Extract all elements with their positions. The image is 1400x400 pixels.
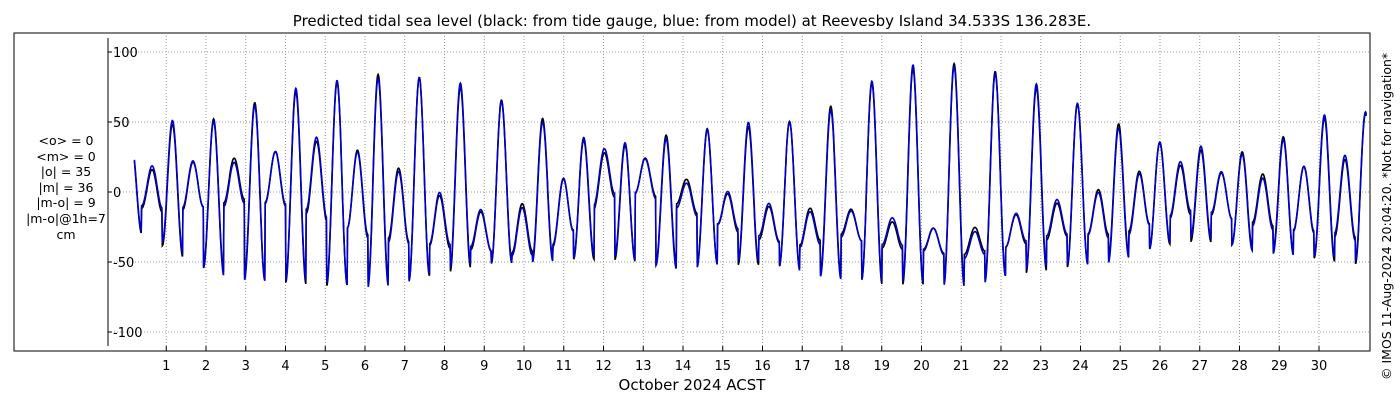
x-axis-label: October 2024 ACST bbox=[619, 376, 767, 394]
y-tick-label: 100 bbox=[113, 46, 138, 61]
x-tick-label: 5 bbox=[321, 359, 329, 374]
x-tick-label: 9 bbox=[480, 359, 488, 374]
x-tick-label: 3 bbox=[242, 359, 250, 374]
x-tick-label: 14 bbox=[675, 359, 692, 374]
x-tick-label: 11 bbox=[555, 359, 572, 374]
x-tick-label: 23 bbox=[1032, 359, 1049, 374]
y-tick-label: 0 bbox=[113, 186, 121, 201]
x-tick-label: 29 bbox=[1271, 359, 1288, 374]
grid-lines bbox=[108, 33, 1370, 351]
x-tick-label: 20 bbox=[913, 359, 930, 374]
series-line-gauge bbox=[133, 61, 1368, 286]
x-tick-label: 27 bbox=[1191, 359, 1208, 374]
x-tick-label: 16 bbox=[754, 359, 771, 374]
stat-abs-obs: |o| = 35 bbox=[40, 164, 92, 180]
series-line-model bbox=[133, 64, 1368, 287]
x-tick-label: 12 bbox=[595, 359, 612, 374]
stat-units: cm bbox=[56, 226, 76, 242]
y-tick-label: -100 bbox=[113, 326, 143, 341]
x-tick-label: 21 bbox=[953, 359, 970, 374]
x-tick-label: 4 bbox=[281, 359, 289, 374]
x-tick-label: 2 bbox=[202, 359, 210, 374]
x-tick-label: 28 bbox=[1231, 359, 1248, 374]
stat-abs-diff-1h: |m-o|@1h=7 bbox=[26, 210, 106, 226]
x-tick-label: 24 bbox=[1072, 359, 1089, 374]
x-tick-label: 19 bbox=[873, 359, 890, 374]
x-tick-label: 13 bbox=[635, 359, 652, 374]
x-tick-label: 6 bbox=[361, 359, 369, 374]
x-tick-label: 30 bbox=[1311, 359, 1328, 374]
stat-mean-model: <m> = 0 bbox=[36, 148, 96, 164]
x-tick-label: 18 bbox=[834, 359, 851, 374]
x-tick-label: 10 bbox=[516, 359, 533, 374]
x-tick-label: 15 bbox=[714, 359, 731, 374]
x-tick-label: 22 bbox=[993, 359, 1010, 374]
y-tick-label: 50 bbox=[113, 116, 130, 131]
stat-abs-model: |m| = 36 bbox=[38, 179, 94, 195]
plot-frame bbox=[13, 32, 1371, 352]
credit-text: © IMOS 11-Aug-2024 20:04:20. *Not for na… bbox=[1379, 52, 1394, 380]
stat-mean-obs: <o> = 0 bbox=[38, 133, 94, 148]
statistics-panel: <o> = 0 <m> = 0 |o| = 35 |m| = 36 |m-o| … bbox=[20, 133, 112, 242]
chart-title: Predicted tidal sea level (black: from t… bbox=[293, 12, 1091, 30]
stat-abs-diff: |m-o| = 9 bbox=[36, 195, 96, 211]
x-tick-label: 8 bbox=[440, 359, 448, 374]
y-tick-label: -50 bbox=[113, 256, 134, 271]
x-tick-label: 1 bbox=[162, 359, 170, 374]
x-tick-label: 17 bbox=[794, 359, 811, 374]
x-tick-label: 7 bbox=[401, 359, 409, 374]
x-tick-label: 25 bbox=[1112, 359, 1129, 374]
x-tick-label: 26 bbox=[1152, 359, 1169, 374]
